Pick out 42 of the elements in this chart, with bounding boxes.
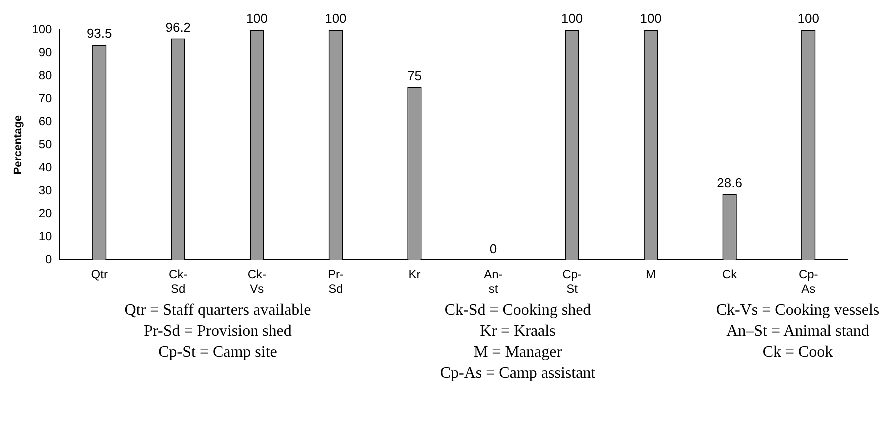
y-tick-label: 50 (38, 137, 53, 152)
x-tick-label: Cp-As (798, 268, 818, 296)
text: Ck = Cook (762, 343, 834, 363)
y-tick-label: 20 (38, 206, 53, 220)
text: Kr = Kraals (479, 322, 557, 342)
data-label: 100 (246, 11, 268, 26)
text: Qtr = Staff quarters available (124, 301, 312, 321)
data-label: 100 (325, 11, 347, 26)
y-tick-label: 80 (38, 68, 53, 82)
y-tick-label: 90 (38, 45, 53, 60)
x-tick-label: Ck-Vs (248, 268, 266, 296)
data-label: 75 (407, 68, 422, 84)
text: An–St = Animal stand (726, 322, 870, 342)
x-tick-label: An-st (484, 268, 503, 296)
y-tick-label: 10 (38, 229, 53, 244)
text: Pr-Sd = Provision shed (143, 322, 293, 342)
y-tick-label: 0 (46, 252, 53, 267)
data-label: 100 (640, 11, 662, 26)
y-axis-title: Percentage (12, 115, 25, 175)
x-tick-label: Qtr (91, 268, 108, 282)
data-label: 96.2 (166, 20, 192, 35)
x-tick-label: Ck-Sd (169, 268, 188, 296)
text: Ck-Vs = Cooking vessels (715, 301, 881, 321)
y-tick-label: 70 (38, 91, 53, 106)
y-tick-label: 100 (32, 22, 53, 36)
x-tick-label: Ck (722, 268, 738, 282)
text: Ck-Sd = Cooking shed (444, 301, 592, 321)
y-tick-label: 60 (38, 114, 53, 128)
y-tick-label: 40 (38, 160, 53, 174)
data-label: 0 (490, 241, 498, 256)
x-tick-label: Kr (408, 268, 421, 282)
data-label: 100 (561, 11, 584, 26)
y-tick-label: 30 (38, 183, 53, 198)
x-tick-label: Pr-Sd (328, 268, 344, 296)
x-tick-label: Cp-St (562, 268, 582, 296)
data-label: 28.6 (717, 175, 742, 190)
x-tick-label: M (646, 268, 656, 282)
data-label: 93.5 (86, 26, 112, 42)
text: Cp-As = Camp assistant (439, 364, 597, 384)
text: M = Manager (472, 343, 564, 363)
text: Cp-St = Camp site (158, 343, 278, 363)
data-label: 100 (798, 11, 820, 26)
